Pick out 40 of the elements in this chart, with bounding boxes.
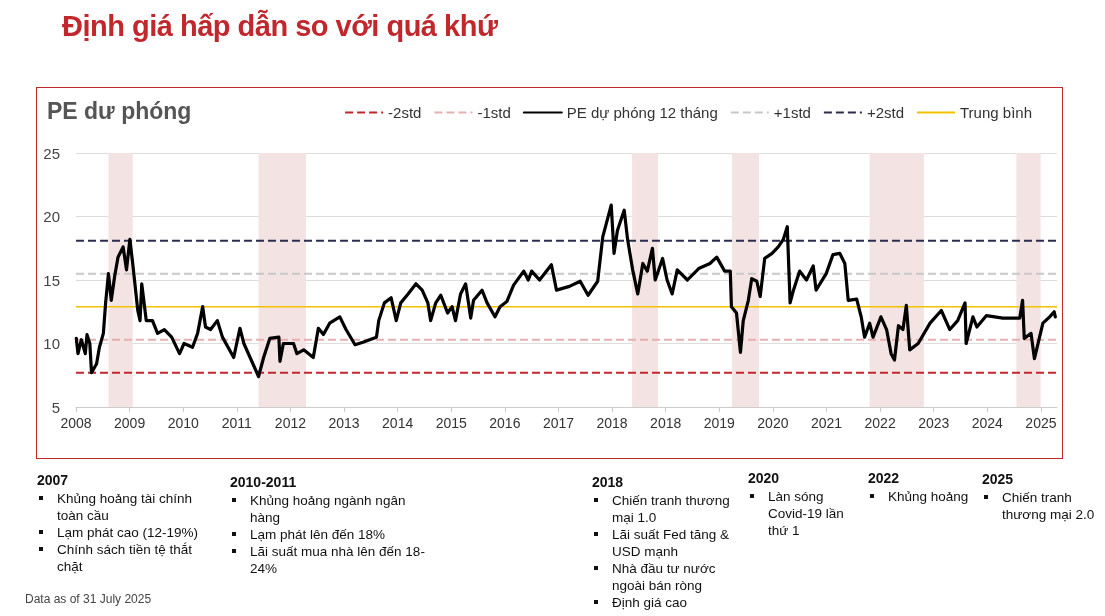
legend-label: Trung bình [960, 104, 1033, 121]
x-tick-label: 2010 [167, 415, 199, 431]
chart-title: Định giá hấp dẫn so với quá khứ [62, 10, 498, 43]
x-tick-label: 2018 [650, 415, 682, 431]
y-tick-label: 15 [43, 271, 60, 289]
x-tick-label: 2011 [221, 415, 253, 431]
x-tick-label: 2022 [864, 415, 896, 431]
x-tick-label: 2019 [703, 415, 736, 431]
x-tick-label: 2021 [810, 415, 843, 431]
x-tick-label: 2015 [435, 415, 468, 431]
x-tick-label: 2017 [542, 415, 575, 431]
x-tick-label: 2016 [489, 415, 521, 431]
legend-label: +1std [773, 104, 811, 121]
x-tick-label: 2008 [60, 415, 92, 431]
text: 2022 Khủng hoảng [868, 470, 970, 505]
text: 2010-2011 Khủng hoảng ngành ngân hàng Lạm phát lên đến 18% Lãi suất mua nhà lên đến 18-24% [230, 474, 426, 577]
x-tick-label: 2018 [596, 415, 628, 431]
x-tick-label: 2014 [382, 415, 414, 431]
x-tick-label: 2024 [971, 415, 1004, 431]
legend-label: PE dự phóng 12 tháng [566, 104, 718, 121]
y-tick-label: 5 [51, 398, 60, 416]
text: Data as of 31 July 2025 [25, 592, 152, 606]
legend-label: -2std [388, 104, 422, 121]
y-tick-label: 10 [43, 335, 60, 352]
chart-subtitle: PE dư phóng [47, 98, 192, 125]
y-tick-label: 25 [43, 144, 60, 162]
legend-label: -1std [477, 104, 511, 121]
x-tick-label: 2023 [918, 415, 950, 431]
line-series [74, 203, 1057, 379]
x-tick-label: 2025 [1025, 415, 1057, 431]
y-tick-label: 20 [43, 208, 60, 225]
text: 2025 Chiến tranh thương mại 2.0 [982, 471, 1096, 523]
x-tick-label: 2012 [274, 415, 307, 431]
x-tick-label: 2009 [114, 415, 146, 431]
text: 2020 Làn sóng Covid-19 lần thứ 1 [748, 470, 845, 539]
legend-label: +2std [866, 104, 905, 121]
x-tick-label: 2020 [757, 415, 789, 431]
text: 2007 Khủng hoảng tài chính toàn cầu Lạm phát cao (12-19%) Chính sách tiền tệ thắt chặt [37, 472, 200, 575]
x-tick-label: 2013 [328, 415, 360, 431]
text: 2018 Chiến tranh thương mại 1.0 Lãi suất Fed tăng & USD mạnh Nhà đầu tư nước ngoài bán ròng Định giá cao [592, 474, 731, 611]
